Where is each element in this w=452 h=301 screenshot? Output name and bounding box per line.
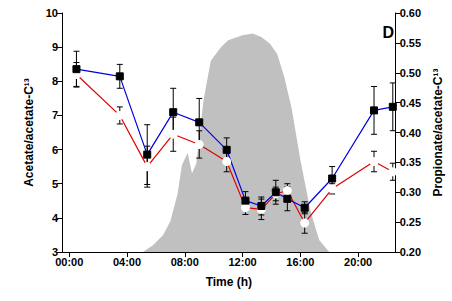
svg-text:3: 3: [51, 246, 58, 258]
svg-text:0.60: 0.60: [400, 7, 421, 19]
svg-text:Acetate/acetate-C¹³: Acetate/acetate-C¹³: [22, 78, 36, 187]
svg-text:D: D: [382, 24, 394, 41]
svg-text:10: 10: [46, 7, 58, 19]
svg-text:0.40: 0.40: [400, 127, 421, 139]
svg-text:04:00: 04:00: [113, 256, 141, 268]
svg-text:00:00: 00:00: [55, 256, 83, 268]
svg-text:12:00: 12:00: [228, 256, 256, 268]
svg-text:Time (h): Time (h): [206, 275, 252, 289]
svg-text:4: 4: [52, 212, 59, 224]
svg-text:7: 7: [52, 109, 58, 121]
svg-text:08:00: 08:00: [171, 256, 199, 268]
svg-text:0.20: 0.20: [400, 246, 421, 258]
svg-text:0.35: 0.35: [400, 156, 421, 168]
svg-text:0.30: 0.30: [400, 186, 421, 198]
svg-text:16:00: 16:00: [286, 256, 314, 268]
svg-text:5: 5: [52, 178, 58, 190]
svg-text:0.50: 0.50: [400, 67, 421, 79]
svg-text:8: 8: [52, 75, 58, 87]
svg-text:6: 6: [52, 144, 58, 156]
svg-text:20:00: 20:00: [344, 256, 372, 268]
svg-text:9: 9: [52, 41, 58, 53]
svg-text:0.45: 0.45: [400, 97, 421, 109]
svg-text:Propionate/acetate-C¹³: Propionate/acetate-C¹³: [431, 68, 445, 196]
svg-text:0.25: 0.25: [400, 216, 421, 228]
svg-text:0.55: 0.55: [400, 37, 421, 49]
